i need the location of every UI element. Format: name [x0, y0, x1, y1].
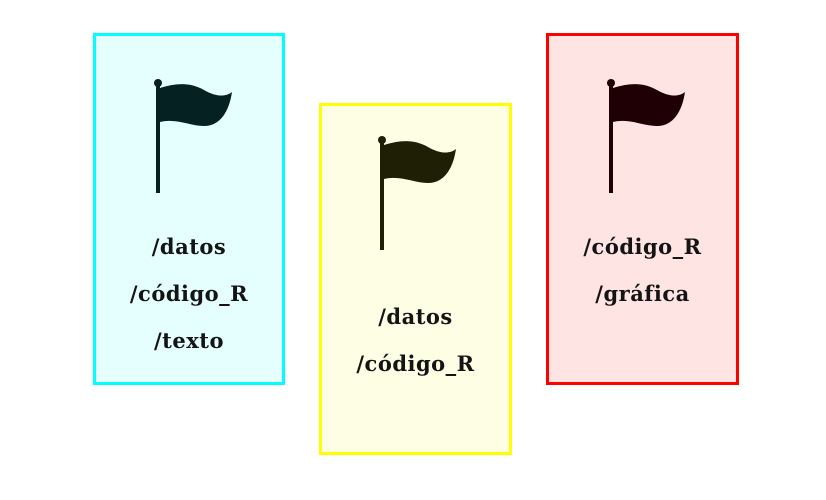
- folder-label-datos: /datos: [378, 304, 453, 329]
- folder-card-3: /código_R /gráfica: [546, 33, 739, 385]
- folder-card-2: /datos /código_R: [319, 103, 512, 455]
- folder-labels: /datos /código_R /texto: [96, 223, 282, 364]
- folder-label-datos: /datos: [151, 234, 227, 259]
- folder-label-grafica: /gráfica: [595, 281, 690, 306]
- flag-icon: [154, 79, 232, 193]
- folder-labels: /datos /código_R: [322, 293, 509, 387]
- folder-label-codigo-r: /código_R: [583, 234, 702, 259]
- flag-icon: [378, 136, 456, 250]
- folder-label-codigo-r: /código_R: [129, 281, 249, 306]
- flag-icon: [607, 79, 685, 193]
- folder-label-texto: /texto: [154, 328, 224, 353]
- folder-card-1: /datos /código_R /texto: [93, 33, 285, 385]
- folder-label-codigo-r: /código_R: [356, 351, 475, 376]
- folder-labels: /código_R /gráfica: [549, 223, 736, 317]
